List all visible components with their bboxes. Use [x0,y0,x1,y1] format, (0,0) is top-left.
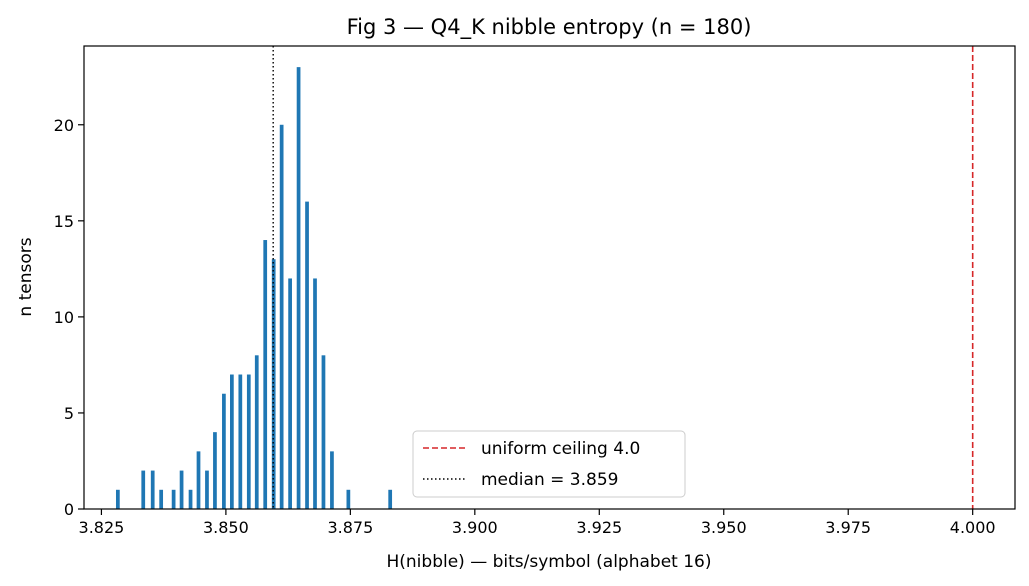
legend-ceiling-label: uniform ceiling 4.0 [481,439,640,459]
histogram-bar [388,489,393,509]
y-tick-label: 15 [54,212,74,231]
histogram-bar [150,470,155,509]
plot-frame [83,45,1016,510]
histogram-bar [254,355,259,509]
histogram-bar [288,278,292,509]
legend-median-label: median = 3.859 [481,470,618,490]
x-tick-label: 3.825 [79,518,125,537]
x-tick-label: 4.000 [950,518,996,537]
y-tick-label: 20 [54,116,74,135]
histogram-bar [346,489,351,509]
bars-group [115,67,393,510]
histogram-bar [230,374,234,509]
histogram-bar [141,470,146,509]
histogram-bar [238,374,243,509]
x-tick-label: 3.925 [576,518,622,537]
histogram-bar [171,489,176,509]
histogram-bar [205,470,209,509]
histogram-bar [246,374,251,509]
histogram-bar [159,489,164,509]
histogram-bar [279,124,284,510]
reference-lines [272,46,974,509]
histogram-bar [271,259,276,509]
y-axis-label: n tensors [16,237,36,316]
chart-title: Fig 3 — Q4_K nibble entropy (n = 180) [347,15,752,40]
histogram-bar [213,432,217,509]
histogram-bar [313,278,317,509]
x-tick-label: 3.950 [701,518,747,537]
legend-box [412,430,686,498]
x-axis-label: H(nibble) — bits/symbol (alphabet 16) [386,552,711,572]
x-tick-label: 3.900 [452,518,498,537]
legend: uniform ceiling 4.0 median = 3.859 [412,430,686,498]
histogram-bar [115,489,120,509]
histogram-bar [321,355,326,509]
histogram-bar [296,67,301,509]
x-tick-label: 3.975 [825,518,871,537]
y-tick-label: 5 [64,404,74,423]
x-axis-ticks: 3.825 3.850 3.875 3.900 3.925 3.950 3.975 4.000 [79,509,996,537]
histogram-bar [222,393,226,509]
histogram-bar [179,470,184,509]
histogram-bar [188,489,193,509]
y-tick-label: 10 [54,308,74,327]
x-tick-label: 3.850 [203,518,249,537]
histogram-bar [305,201,309,510]
y-tick-label: 0 [64,500,74,519]
histogram-bar [263,240,268,510]
histogram-bar [330,451,334,509]
y-axis-ticks: 0 5 10 15 20 [54,116,84,519]
x-tick-label: 3.875 [327,518,373,537]
histogram-bar [196,451,201,509]
